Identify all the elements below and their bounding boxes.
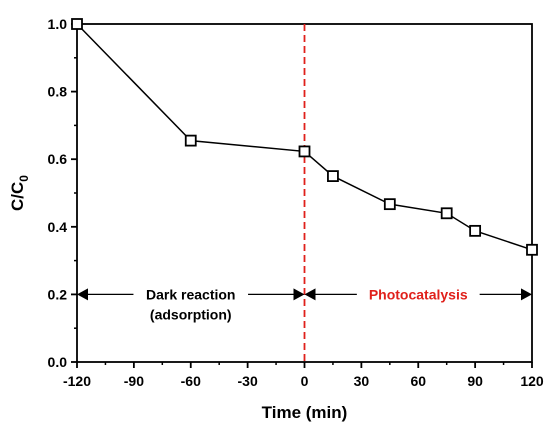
data-point: [440, 207, 453, 220]
y-tick-label: 0.6: [48, 151, 68, 167]
y-axis-title-subscript: 0: [17, 175, 31, 182]
data-point: [184, 134, 197, 147]
annotation-arrowhead-right: [293, 288, 305, 301]
x-tick-label: 30: [354, 373, 370, 389]
annotation-arrowhead-right: [521, 288, 532, 301]
annotation-arrowhead-left: [77, 288, 88, 301]
x-tick-label: -30: [238, 373, 258, 389]
data-point: [526, 243, 538, 256]
y-tick-label: 0.4: [48, 219, 68, 235]
annotation-layer: Dark reaction (adsorption) Photocatalysis: [77, 286, 532, 322]
data-point: [327, 170, 339, 183]
data-point: [71, 18, 83, 30]
x-axis-title: Time (min): [262, 403, 348, 422]
x-tick-label: 90: [467, 373, 483, 389]
y-axis-title-main: C/C: [8, 182, 27, 211]
x-tick-label: 60: [410, 373, 426, 389]
x-tick-label: 0: [301, 373, 309, 389]
y-axis-title: C/C0: [8, 175, 31, 211]
x-tick-label: -120: [63, 373, 91, 389]
annotation-label: (adsorption): [150, 306, 232, 322]
data-point: [383, 198, 396, 211]
series-layer: [71, 18, 538, 256]
data-point: [469, 224, 482, 237]
y-tick-label: 0.0: [48, 354, 68, 370]
x-tick-label: 120: [520, 373, 544, 389]
x-tick-label: -90: [124, 373, 144, 389]
data-point: [298, 145, 311, 158]
y-tick-label: 0.2: [48, 286, 68, 302]
x-tick-label: -60: [181, 373, 201, 389]
y-tick-label: 1.0: [48, 16, 68, 32]
annotation-label: Photocatalysis: [369, 286, 468, 302]
y-tick-label: 0.8: [48, 84, 68, 100]
annotation-arrowhead-left: [304, 288, 316, 301]
x-axis: -120 -90 -60 -30 0 30 60 90 120: [63, 362, 544, 389]
annotation-label: Dark reaction: [146, 286, 235, 302]
y-axis: 0.0 0.2 0.4 0.6 0.8 1.0: [48, 16, 77, 370]
